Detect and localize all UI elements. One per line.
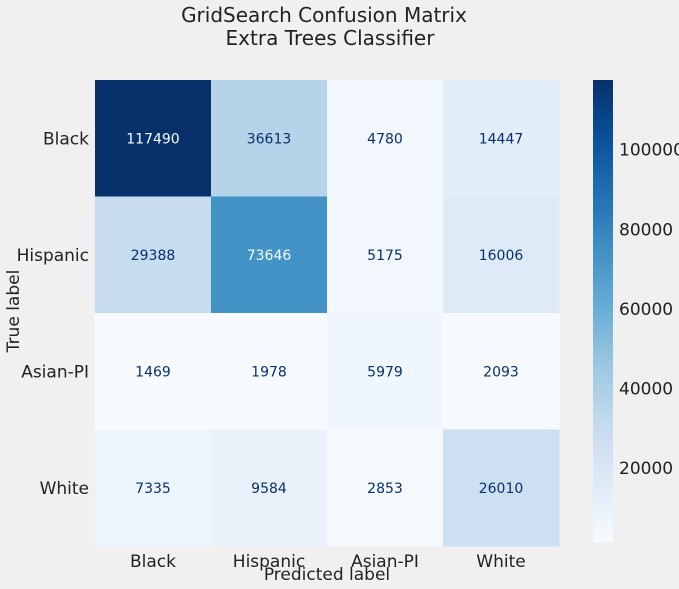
heatmap-cell bbox=[327, 80, 444, 197]
cell-value-label: 73646 bbox=[247, 248, 292, 264]
colorbar-tick-label: 20000 bbox=[619, 459, 673, 479]
heatmap-cell bbox=[443, 196, 560, 314]
heatmap-cell bbox=[211, 196, 328, 314]
heatmap-cell bbox=[95, 429, 212, 547]
cell-value-label: 1469 bbox=[135, 364, 171, 380]
heatmap-cell bbox=[443, 80, 560, 197]
y-tick-labels: Black Hispanic Asian-PI White bbox=[17, 129, 90, 499]
x-tick-label: Hispanic bbox=[233, 552, 305, 572]
colorbar-tick-label: 60000 bbox=[619, 300, 673, 320]
heatmap-cell bbox=[211, 313, 328, 430]
y-tick-label: Black bbox=[43, 129, 89, 149]
heatmap-cell bbox=[95, 313, 212, 430]
heatmap-cell bbox=[327, 429, 444, 547]
x-tick-label: Asian-PI bbox=[351, 552, 419, 572]
x-tick-label: White bbox=[476, 552, 525, 572]
colorbar-tick-label: 40000 bbox=[619, 380, 673, 400]
heatmap-cell bbox=[95, 80, 212, 197]
cell-value-label: 4780 bbox=[367, 131, 403, 147]
heatmap-cell bbox=[327, 196, 444, 314]
colorbar-tick-labels: 20000 40000 60000 80000 100000 bbox=[619, 141, 679, 480]
heatmap-cell bbox=[211, 80, 328, 197]
heatmap-cell bbox=[211, 429, 328, 547]
cell-value-label: 9584 bbox=[251, 481, 287, 497]
cell-value-label: 29388 bbox=[131, 248, 176, 264]
cell-value-label: 7335 bbox=[135, 481, 171, 497]
y-tick-label: Hispanic bbox=[17, 246, 89, 266]
cell-value-label: 1978 bbox=[251, 364, 287, 380]
x-axis-label: Predicted label bbox=[264, 565, 390, 585]
heatmap-cell bbox=[443, 313, 560, 430]
y-tick-label: White bbox=[40, 479, 89, 499]
cell-value-label: 2853 bbox=[367, 481, 403, 497]
y-axis-label: True label bbox=[4, 270, 24, 354]
heatmap-cell bbox=[327, 313, 444, 430]
colorbar-tick-label: 80000 bbox=[619, 220, 673, 240]
cell-value-label: 26010 bbox=[479, 481, 524, 497]
colorbar bbox=[593, 80, 613, 542]
cell-value-label: 16006 bbox=[479, 248, 524, 264]
chart-title-line2: Extra Trees Classifier bbox=[226, 26, 436, 50]
x-tick-label: Black bbox=[130, 552, 176, 572]
heatmap-cell bbox=[95, 196, 212, 314]
chart-title-line1: GridSearch Confusion Matrix bbox=[181, 3, 467, 27]
cell-value-label: 5979 bbox=[367, 364, 403, 380]
x-tick-labels: Black Hispanic Asian-PI White bbox=[130, 552, 526, 572]
cell-value-label: 5175 bbox=[367, 248, 403, 264]
cell-value-label: 36613 bbox=[247, 131, 292, 147]
cell-value-label: 14447 bbox=[479, 131, 524, 147]
cell-value-label: 117490 bbox=[126, 131, 179, 147]
cell-value-label: 2093 bbox=[483, 364, 519, 380]
colorbar-tick-label: 100000 bbox=[619, 141, 679, 161]
heatmap-cells: 117490 36613 4780 14447 29388 73646 5175 16006 1… bbox=[95, 80, 560, 547]
y-tick-label: Asian-PI bbox=[21, 362, 89, 382]
heatmap-cell bbox=[443, 429, 560, 547]
